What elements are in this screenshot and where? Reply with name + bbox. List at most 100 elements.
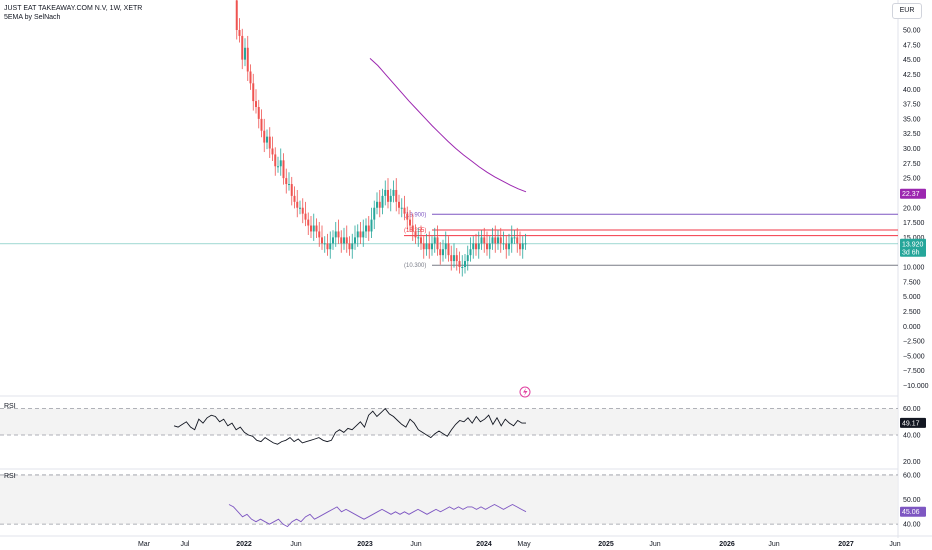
price-tick-label: 40.00	[903, 87, 921, 94]
candle-body	[453, 255, 455, 262]
candle-body	[285, 178, 288, 185]
rsi-value-tag	[900, 506, 926, 517]
candle-body	[395, 189, 398, 202]
candle-body	[502, 243, 505, 245]
candle-body	[521, 243, 524, 250]
candle-body	[461, 267, 464, 268]
candle-body	[274, 154, 277, 167]
candle-body	[387, 189, 389, 202]
symbol-title: JUST EAT TAKEAWAY.COM N.V, 1W, XETR	[4, 5, 143, 12]
candle-body	[447, 243, 450, 256]
candle-body	[450, 255, 453, 262]
price-tick-label: −5.000	[903, 353, 925, 360]
candle-body	[249, 71, 252, 84]
candle-body	[376, 201, 378, 208]
candle-body	[268, 136, 271, 149]
candle-body	[241, 35, 244, 60]
candle-body	[455, 255, 458, 262]
candle-body	[431, 243, 433, 250]
candle-body	[486, 243, 488, 250]
candle-body	[508, 243, 510, 250]
time-tick-label: 2026	[719, 541, 735, 548]
price-tick-label: 17.500	[903, 220, 925, 227]
ema-line	[369, 58, 527, 193]
candle-body	[466, 255, 469, 262]
price-tick-label: 42.50	[903, 72, 921, 79]
candle-body	[296, 201, 299, 208]
rsi-band	[0, 408, 898, 435]
candle-body	[255, 101, 257, 108]
price-tick-label: 15.000	[903, 235, 925, 242]
candle-body	[315, 225, 318, 232]
price-tick-label: 25.00	[903, 176, 921, 183]
rsi-tick-label: 20.00	[903, 459, 921, 466]
candle-body	[444, 243, 447, 250]
candle-body	[321, 237, 323, 244]
candle-body	[480, 237, 483, 244]
time-tick-label: Mar	[138, 541, 151, 548]
price-tick-label: 7.500	[903, 279, 921, 286]
time-tick-label: 2022	[236, 541, 252, 548]
bar-countdown-label: 3d 6h	[902, 249, 920, 256]
candle-body	[483, 237, 486, 244]
candle-body	[299, 207, 301, 209]
candle-body	[428, 243, 431, 250]
candle-body	[436, 237, 439, 250]
candle-body	[494, 237, 497, 244]
candle-body	[475, 243, 477, 250]
candle-body	[519, 243, 521, 250]
time-tick-label: 2025	[598, 541, 614, 548]
candle-body	[477, 243, 480, 250]
rsi-tick-label: 50.00	[903, 497, 921, 504]
price-tick-label: 30.00	[903, 146, 921, 153]
candle-body	[513, 237, 516, 239]
price-tick-label: 37.50	[903, 102, 921, 109]
indicator-title[interactable]: 5EMA by SelNach	[4, 14, 61, 21]
candle-body	[384, 189, 387, 196]
candle-body	[524, 243, 527, 245]
candle-body	[260, 118, 263, 131]
rsi-value-tag	[900, 417, 926, 428]
candle-body	[433, 237, 436, 244]
price-tick-label: 32.50	[903, 131, 921, 138]
candle-body	[497, 237, 499, 244]
candle-body	[389, 195, 392, 202]
candle-body	[378, 201, 381, 208]
candle-body	[381, 195, 384, 208]
candle-body	[472, 243, 475, 250]
candle-body	[340, 237, 343, 244]
rsi-tick-label: 60.00	[903, 406, 921, 413]
time-tick-label: 2024	[476, 541, 492, 548]
candle-body	[318, 231, 321, 238]
candle-body	[332, 237, 334, 244]
candle-body	[304, 213, 307, 220]
candle-body	[345, 237, 348, 244]
candle-body	[400, 207, 403, 209]
currency-button[interactable]: EUR	[892, 3, 922, 19]
candle-body	[354, 237, 356, 244]
candle-body	[442, 249, 444, 256]
candle-body	[469, 249, 472, 256]
candle-body	[246, 47, 249, 72]
candle-body	[244, 47, 246, 60]
candle-body	[279, 160, 282, 167]
candle-body	[359, 231, 362, 238]
price-tick-label: 20.00	[903, 205, 921, 212]
candle-body	[464, 261, 466, 267]
candle-body	[417, 237, 420, 239]
candle-body	[398, 201, 400, 208]
candle-body	[271, 148, 274, 155]
candle-body	[409, 219, 411, 226]
candle-body	[263, 130, 266, 143]
time-tick-label: 2027	[838, 541, 854, 548]
time-tick-label: Jun	[649, 541, 660, 548]
rsi-value-label: 49.17	[902, 420, 920, 427]
last-price-label: 13.920	[902, 241, 924, 248]
price-tick-label: 50.00	[903, 28, 921, 35]
candle-body	[362, 231, 365, 238]
rsi-value-label: 45.06	[902, 509, 920, 516]
candle-body	[516, 237, 519, 244]
candle-body	[425, 243, 428, 250]
candle-body	[488, 243, 491, 250]
